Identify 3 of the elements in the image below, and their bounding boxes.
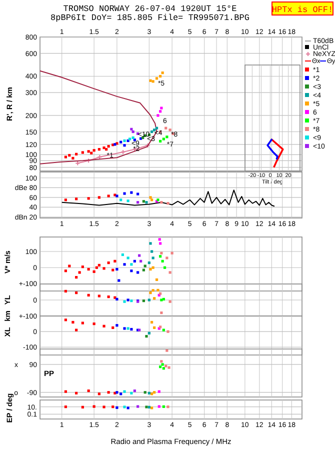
text: HPTx is OFF! bbox=[272, 5, 334, 15]
chart-title: TROMSO NORWAY 26-07-04 1920UT 15°E bbox=[63, 4, 237, 14]
chart-subtitle: 8pBP6It DoY= 185.805 File= TR995071.BPG bbox=[50, 13, 250, 23]
